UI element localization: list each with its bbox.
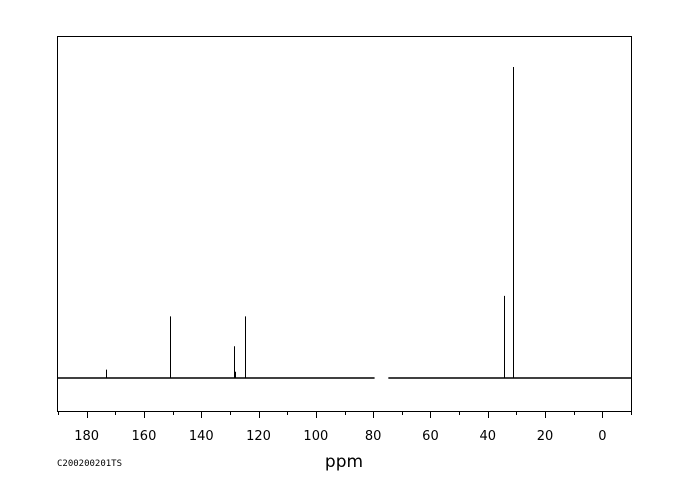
x-tick-label: 180 <box>74 429 99 444</box>
x-tick-label: 20 <box>537 429 554 444</box>
x-tick-label: 80 <box>365 429 382 444</box>
x-axis-label: ppm <box>325 452 363 472</box>
x-axis-tick-labels: 180 160 140 120 100 80 60 40 20 0 <box>74 429 606 444</box>
x-tick-label: 60 <box>422 429 439 444</box>
x-tick-label: 160 <box>132 429 157 444</box>
x-tick-label: 0 <box>598 429 606 444</box>
x-tick-label: 100 <box>303 429 328 444</box>
plot-frame <box>57 36 632 412</box>
x-tick-label: 140 <box>189 429 214 444</box>
spectrum-peaks <box>106 67 514 378</box>
x-tick-label: 120 <box>246 429 271 444</box>
x-tick-label: 40 <box>479 429 496 444</box>
spectrum-code-annotation: C200200201TS <box>57 459 122 469</box>
x-axis-ticks <box>58 411 632 418</box>
